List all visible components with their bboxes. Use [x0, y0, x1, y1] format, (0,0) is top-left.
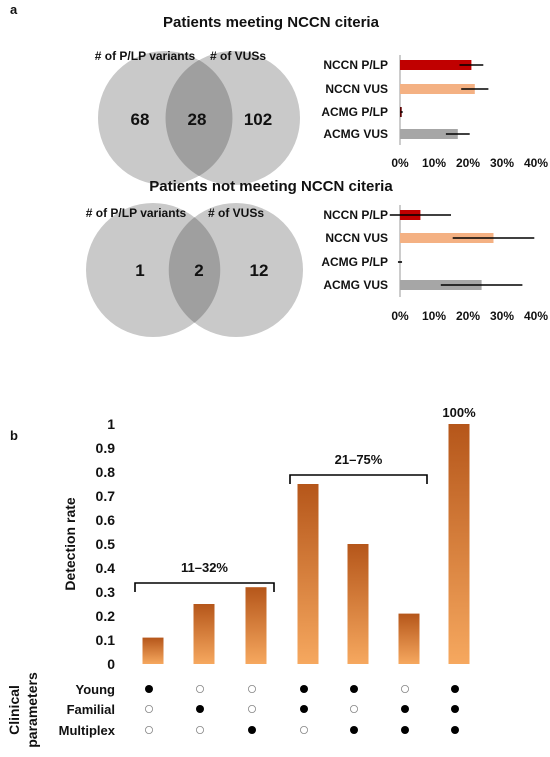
- bar-tick-label: 40%: [524, 156, 548, 170]
- matrix-row-label: Multiplex: [59, 723, 116, 738]
- bar-tick-label: 20%: [456, 156, 480, 170]
- bar-category-label: ACMG P/LP: [321, 255, 388, 269]
- bar-tick-label: 20%: [456, 309, 480, 323]
- detection-rate-chart: Detection rate 0 0.1 0.2 0.3 0.4 0.5 0.6 0.7 0.8 0…: [6, 405, 476, 748]
- matrix-dot-filled: [401, 726, 409, 734]
- matrix-dot-filled: [451, 685, 459, 693]
- bar: [400, 60, 472, 70]
- matrix-title: Clinical: [6, 685, 22, 735]
- y-tick-label: 0.6: [96, 512, 116, 528]
- bar-chart-not-meeting: NCCN P/LP NCCN VUS ACMG P/LP ACMG VUS 0% 10% 2…: [321, 205, 548, 323]
- y-tick-label: 0.4: [96, 560, 116, 576]
- venn1-right-count: 102: [244, 110, 272, 129]
- matrix-dot-empty: [195, 685, 204, 694]
- bar-category-label: NCCN P/LP: [323, 208, 388, 222]
- bar-tick-label: 30%: [490, 156, 514, 170]
- group2-title: Patients not meeting NCCN citeria: [149, 178, 393, 195]
- y-tick-label: 0.5: [96, 536, 116, 552]
- matrix-dot-filled: [300, 705, 308, 713]
- y-tick-label: 0.2: [96, 608, 116, 624]
- venn2-right-count: 12: [250, 261, 269, 280]
- detection-bar: [398, 613, 420, 664]
- y-tick-label: 0.8: [96, 464, 116, 480]
- venn2-overlap-count: 2: [194, 261, 203, 280]
- matrix-dot-empty: [247, 705, 256, 714]
- detection-bar: [297, 484, 319, 664]
- matrix-dot-empty: [144, 705, 153, 714]
- y-tick-label: 1: [107, 416, 115, 432]
- range-annotation: 21–75%: [335, 452, 383, 467]
- venn1-left-count: 68: [131, 110, 150, 129]
- matrix-dot-empty: [299, 726, 308, 735]
- detection-bar: [448, 424, 470, 664]
- bar-tick-label: 30%: [490, 309, 514, 323]
- matrix-row-label: Young: [76, 682, 116, 697]
- matrix-dot-filled: [300, 685, 308, 693]
- venn1-left-label: # of P/LP variants: [95, 49, 196, 63]
- bar-chart-meeting: NCCN P/LP NCCN VUS ACMG P/LP ACMG VUS 0% 10% 2…: [321, 55, 548, 170]
- matrix-dot-filled: [196, 705, 204, 713]
- matrix-dot-filled: [145, 685, 153, 693]
- bar-category-label: NCCN VUS: [325, 82, 388, 96]
- y-axis-label: Detection rate: [62, 497, 78, 591]
- bar-category-label: NCCN VUS: [325, 231, 388, 245]
- bar-category-label: ACMG P/LP: [321, 105, 388, 119]
- matrix-title: parameters: [24, 672, 40, 748]
- matrix-dot-filled: [248, 726, 256, 734]
- matrix-row-label: Familial: [67, 702, 115, 717]
- range-bracket: [289, 474, 428, 484]
- detection-bar: [245, 587, 267, 664]
- range-bracket: [134, 582, 275, 592]
- venn1-right-label: # of VUSs: [210, 49, 266, 63]
- y-tick-label: 0.3: [96, 584, 116, 600]
- detection-bar: [193, 604, 215, 664]
- matrix-dot-filled: [350, 685, 358, 693]
- bar-tick-label: 10%: [422, 309, 446, 323]
- y-tick-label: 0.7: [96, 488, 116, 504]
- bar-tick-label: 0%: [391, 309, 409, 323]
- bar-category-label: ACMG VUS: [323, 278, 388, 292]
- y-tick-label: 0.1: [96, 632, 116, 648]
- group1-title: Patients meeting NCCN citeria: [163, 14, 380, 31]
- bar-tick-label: 0%: [391, 156, 409, 170]
- matrix-dot-filled: [451, 705, 459, 713]
- bar-tick-label: 40%: [524, 309, 548, 323]
- panel-b-label: b: [10, 428, 18, 443]
- range-annotation: 11–32%: [181, 560, 228, 575]
- matrix-dot-empty: [195, 726, 204, 735]
- detection-bar: [347, 544, 369, 664]
- bar-category-label: ACMG VUS: [323, 127, 388, 141]
- venn2-right-label: # of VUSs: [208, 206, 264, 220]
- venn1-overlap-count: 28: [188, 110, 207, 129]
- panel-a-label: a: [10, 2, 18, 17]
- venn1-overlap: [165, 60, 233, 176]
- bar: [400, 129, 458, 139]
- matrix-dot-empty: [247, 685, 256, 694]
- value-annotation: 100%: [442, 405, 476, 420]
- y-tick-label: 0.9: [96, 440, 116, 456]
- bar-category-label: NCCN P/LP: [323, 58, 388, 72]
- matrix-dot-empty: [400, 685, 409, 694]
- matrix-dot-empty: [349, 705, 358, 714]
- bar-tick-label: 10%: [422, 156, 446, 170]
- venn2-left-count: 1: [135, 261, 144, 280]
- bar: [400, 84, 475, 94]
- detection-bar: [142, 637, 164, 664]
- venn2-left-label: # of P/LP variants: [86, 206, 187, 220]
- bar: [400, 233, 494, 243]
- matrix-dot-filled: [350, 726, 358, 734]
- matrix-dot-filled: [401, 705, 409, 713]
- matrix-dot-filled: [451, 726, 459, 734]
- matrix-dot-empty: [144, 726, 153, 735]
- venn2-overlap: [168, 217, 221, 323]
- y-tick-label: 0: [107, 656, 115, 672]
